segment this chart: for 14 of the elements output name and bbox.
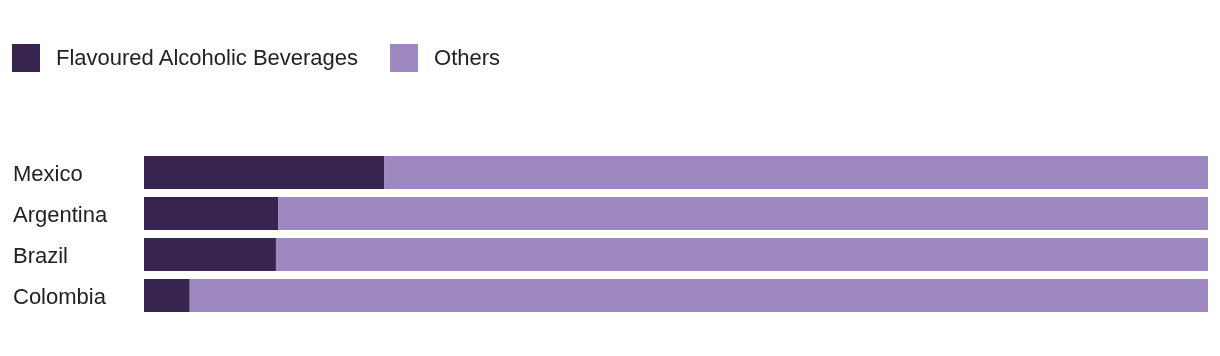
legend-label: Flavoured Alcoholic Beverages xyxy=(56,45,359,71)
bar xyxy=(144,279,190,312)
y-tick-label: Brazil xyxy=(13,242,69,268)
bar xyxy=(144,197,279,230)
y-tick-label: Mexico xyxy=(13,160,83,186)
bar xyxy=(144,156,385,189)
bar xyxy=(144,238,276,271)
bar xyxy=(384,156,1208,189)
legend-label: Others xyxy=(434,45,501,71)
y-tick-label: Argentina xyxy=(13,201,108,227)
bar xyxy=(278,197,1208,230)
bar xyxy=(275,238,1208,271)
y-tick-label: Colombia xyxy=(13,283,107,309)
bar xyxy=(189,279,1208,312)
